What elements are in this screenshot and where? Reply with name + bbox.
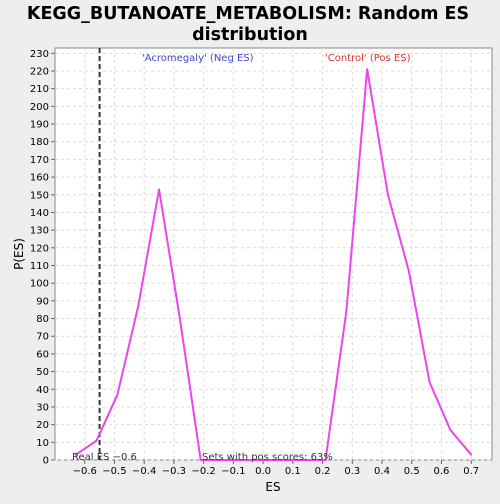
data-point bbox=[407, 269, 410, 272]
x-tick-label: 0.2 bbox=[315, 466, 331, 477]
data-point bbox=[220, 459, 223, 461]
chart-title-line-1: KEGG_BUTANOATE_METABOLISM: Random ES bbox=[27, 4, 469, 24]
data-point bbox=[387, 193, 389, 196]
x-tick-label: −0.2 bbox=[191, 466, 215, 477]
y-tick-label: 160 bbox=[30, 173, 49, 184]
data-point bbox=[345, 310, 348, 313]
y-tick-label: 150 bbox=[30, 190, 49, 201]
chart-title-line-2: distribution bbox=[192, 25, 308, 45]
data-point bbox=[283, 459, 285, 461]
data-point bbox=[199, 459, 202, 461]
grid-layer bbox=[55, 48, 492, 461]
data-point bbox=[158, 188, 160, 191]
pos-scores-annotation: Sets with pos scores: 63% bbox=[202, 452, 333, 463]
y-tick-label: 120 bbox=[30, 243, 49, 254]
x-tick-label: 0.1 bbox=[285, 466, 301, 477]
y-tick-label: 20 bbox=[36, 420, 49, 431]
y-tick-label: 180 bbox=[30, 137, 49, 148]
y-tick-label: 140 bbox=[30, 208, 49, 219]
x-tick-label: −0.3 bbox=[162, 466, 186, 477]
axis-layer: 0 10 20 30 40 50 60 70 80 90 100 110 120 130 140 150 160… bbox=[30, 49, 479, 477]
y-tick-label: 50 bbox=[36, 367, 49, 378]
x-axis-title: ES bbox=[265, 480, 280, 494]
data-point bbox=[428, 381, 431, 384]
x-tick-label: 0.4 bbox=[374, 466, 390, 477]
data-point bbox=[366, 68, 369, 71]
x-tick-label: −0.6 bbox=[73, 466, 97, 477]
data-point bbox=[178, 317, 181, 320]
y-tick-label: 60 bbox=[36, 349, 49, 360]
x-tick-label: −0.1 bbox=[221, 466, 245, 477]
y-tick-label: 220 bbox=[30, 66, 49, 77]
series-layer bbox=[74, 48, 473, 461]
neg-es-annotation: 'Acromegaly' (Neg ES) bbox=[142, 53, 254, 64]
data-point bbox=[303, 459, 306, 461]
x-tick-label: 0.7 bbox=[463, 466, 479, 477]
x-tick-label: 0.6 bbox=[434, 466, 450, 477]
y-tick-label: 90 bbox=[36, 296, 49, 307]
plot-area bbox=[54, 47, 493, 461]
x-tick-label: −0.4 bbox=[132, 466, 156, 477]
y-tick-label: 30 bbox=[36, 402, 49, 413]
x-tick-label: 0.5 bbox=[404, 466, 420, 477]
pos-es-annotation: 'Control' (Pos ES) bbox=[325, 53, 411, 64]
y-tick-label: 80 bbox=[36, 314, 49, 325]
x-tick-label: 0.3 bbox=[344, 466, 360, 477]
data-point bbox=[449, 429, 452, 431]
x-tick-label: 0.0 bbox=[255, 466, 271, 477]
y-tick-label: 170 bbox=[30, 155, 49, 166]
es-distribution-line bbox=[75, 68, 472, 461]
data-point bbox=[74, 453, 77, 456]
y-tick-label: 130 bbox=[30, 226, 49, 237]
data-point bbox=[470, 453, 473, 456]
data-point bbox=[241, 459, 244, 461]
y-tick-label: 190 bbox=[30, 120, 49, 131]
data-point bbox=[324, 459, 327, 461]
y-tick-label: 40 bbox=[36, 385, 49, 396]
y-tick-label: 210 bbox=[30, 84, 49, 95]
data-point bbox=[95, 439, 98, 442]
y-tick-label: 200 bbox=[30, 102, 49, 113]
y-tick-label: 0 bbox=[43, 456, 49, 467]
y-axis-title: P(ES) bbox=[12, 238, 26, 270]
data-point bbox=[116, 393, 119, 396]
y-tick-label: 110 bbox=[30, 261, 49, 272]
y-tick-label: 230 bbox=[30, 49, 49, 60]
real-es-label: Real ES −0.6 bbox=[72, 452, 137, 463]
y-tick-label: 10 bbox=[36, 438, 49, 449]
x-tick-label: −0.5 bbox=[102, 466, 126, 477]
data-point bbox=[262, 459, 264, 461]
y-tick-label: 70 bbox=[36, 332, 49, 343]
data-point bbox=[137, 305, 140, 308]
y-tick-label: 100 bbox=[30, 279, 49, 290]
